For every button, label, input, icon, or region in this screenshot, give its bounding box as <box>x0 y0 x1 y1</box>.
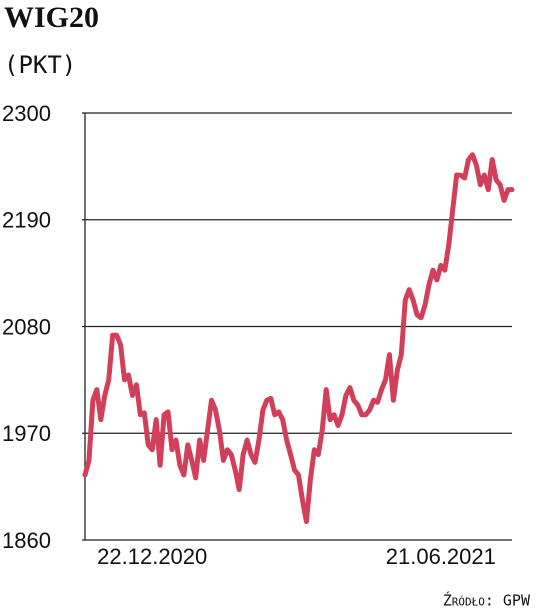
y-tick-label: 2190 <box>2 208 51 233</box>
y-tick-label: 1970 <box>2 421 51 446</box>
y-tick-label: 2300 <box>2 101 51 126</box>
x-tick-label: 22.12.2020 <box>97 544 207 569</box>
data-line <box>82 152 515 525</box>
chart-subtitle: (PKT) <box>4 51 76 79</box>
x-tick-label: 21.06.2021 <box>386 544 496 569</box>
y-tick-label: 2080 <box>2 314 51 339</box>
chart-title: WIG20 <box>4 1 99 34</box>
y-tick-label: 1860 <box>2 528 51 553</box>
source: Źródło: GPW <box>443 591 531 610</box>
